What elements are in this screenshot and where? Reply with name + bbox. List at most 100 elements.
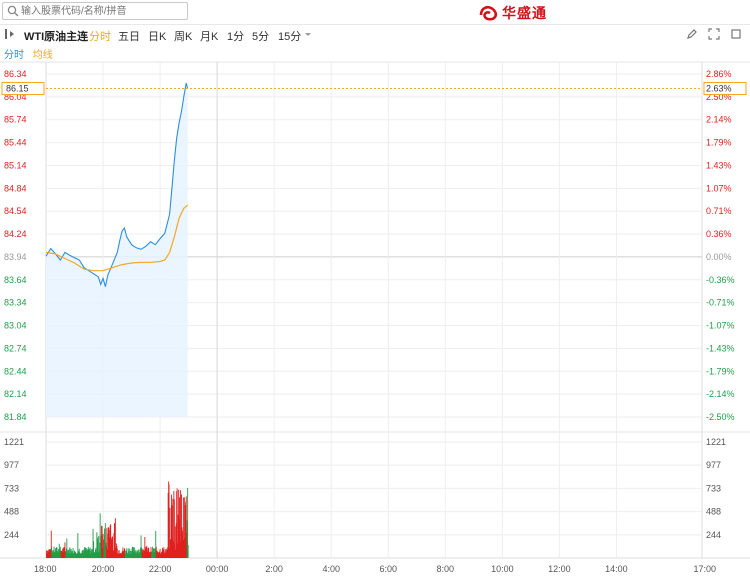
volume-bar bbox=[174, 543, 176, 558]
volume-bar bbox=[186, 520, 188, 558]
volume-bar bbox=[84, 550, 86, 558]
volume-bar bbox=[55, 548, 56, 558]
volume-bar bbox=[169, 507, 171, 558]
time-tick-label: 20:00 bbox=[92, 564, 115, 574]
volume-bar bbox=[134, 552, 136, 558]
draw-pencil-icon[interactable] bbox=[686, 28, 698, 40]
volume-bar bbox=[163, 552, 165, 558]
collapse-panel-icon[interactable] bbox=[4, 28, 16, 40]
volume-bar bbox=[182, 533, 184, 558]
volume-bar bbox=[129, 548, 131, 558]
tab-five-day[interactable]: 五日 bbox=[118, 31, 140, 43]
chevron-down-icon[interactable] bbox=[302, 28, 314, 40]
volume-bar bbox=[81, 554, 83, 558]
volume-bar bbox=[141, 549, 143, 558]
volume-bar bbox=[72, 554, 73, 558]
volume-bar bbox=[95, 551, 97, 558]
volume-bar bbox=[171, 494, 172, 558]
tab-month-k[interactable]: 月K bbox=[200, 31, 219, 43]
percent-tick-label: -1.43% bbox=[706, 343, 735, 353]
volume-bar bbox=[73, 553, 74, 558]
volume-bar bbox=[152, 546, 153, 558]
volume-tick-label-right: 488 bbox=[706, 507, 721, 517]
logo-text: 华盛通 bbox=[502, 6, 547, 22]
volume-bar bbox=[104, 523, 106, 558]
volume-bar bbox=[80, 552, 82, 558]
fullscreen-icon[interactable] bbox=[708, 28, 720, 40]
volume-bar bbox=[105, 542, 107, 558]
volume-bar bbox=[185, 501, 187, 558]
volume-bar bbox=[82, 550, 84, 558]
volume-bar bbox=[151, 551, 153, 558]
volume-bar bbox=[135, 551, 137, 558]
search-input[interactable] bbox=[21, 3, 181, 19]
current-price-label: 86.15 bbox=[6, 83, 29, 93]
percent-tick-label: 0.71% bbox=[706, 206, 732, 216]
volume-bar bbox=[86, 550, 88, 558]
volume-bar bbox=[100, 542, 102, 558]
volume-bar bbox=[173, 499, 175, 558]
tab-15min[interactable]: 15分 bbox=[278, 31, 302, 43]
tab-intraday[interactable]: 分时 bbox=[89, 31, 111, 43]
volume-bar bbox=[46, 553, 48, 558]
volume-bar bbox=[114, 523, 115, 558]
volume-bar bbox=[158, 553, 160, 558]
percent-tick-label: 1.43% bbox=[706, 160, 732, 170]
volume-bar bbox=[55, 551, 57, 558]
volume-bar bbox=[153, 548, 155, 558]
tab-week-k[interactable]: 周K bbox=[174, 31, 193, 43]
volume-bar bbox=[138, 549, 140, 558]
window-icon[interactable] bbox=[730, 28, 742, 40]
volume-bar bbox=[133, 551, 134, 558]
volume-bar bbox=[170, 545, 172, 558]
price-tick-label: 82.44 bbox=[4, 366, 27, 376]
volume-bar bbox=[58, 543, 60, 558]
volume-bar bbox=[61, 550, 63, 558]
volume-bar bbox=[137, 554, 139, 558]
volume-bar bbox=[159, 551, 160, 558]
volume-bar bbox=[172, 541, 174, 558]
volume-bar bbox=[53, 552, 54, 558]
percent-tick-label: -1.79% bbox=[706, 366, 735, 376]
price-line bbox=[45, 82, 189, 287]
percent-tick-label: 0.36% bbox=[706, 229, 732, 239]
volume-bar bbox=[47, 553, 49, 558]
volume-bar bbox=[79, 552, 81, 558]
time-tick-label: 14:00 bbox=[605, 564, 628, 574]
volume-bar bbox=[146, 551, 148, 558]
volume-bar bbox=[57, 551, 59, 558]
volume-bar bbox=[149, 551, 151, 558]
volume-bar bbox=[60, 550, 62, 558]
price-tick-label: 82.14 bbox=[4, 389, 27, 399]
legend-price: 分时 bbox=[4, 50, 24, 61]
volume-bar bbox=[140, 547, 141, 558]
volume-bar bbox=[111, 537, 113, 558]
volume-tick-label-right: 244 bbox=[706, 530, 721, 540]
volume-bar bbox=[157, 551, 159, 558]
price-tick-label: 84.84 bbox=[4, 183, 27, 193]
tab-5min[interactable]: 5分 bbox=[252, 31, 270, 43]
volume-bar bbox=[119, 553, 121, 558]
percent-tick-label: -1.07% bbox=[706, 321, 735, 331]
volume-bar bbox=[182, 497, 184, 558]
volume-bar bbox=[70, 548, 72, 558]
percent-tick-label: 2.50% bbox=[706, 92, 732, 102]
tab-day-k[interactable]: 日K bbox=[148, 31, 167, 43]
current-percent-label: 2.63% bbox=[706, 83, 732, 93]
volume-bar bbox=[152, 552, 154, 558]
price-tick-label: 86.34 bbox=[4, 69, 27, 79]
volume-bar bbox=[174, 526, 176, 558]
volume-bar bbox=[133, 547, 135, 558]
price-tick-label: 83.34 bbox=[4, 298, 27, 308]
volume-bar bbox=[179, 497, 180, 558]
volume-bar bbox=[56, 552, 58, 558]
volume-bar bbox=[107, 549, 109, 558]
volume-bar bbox=[120, 553, 122, 558]
percent-tick-label: -0.36% bbox=[706, 275, 735, 285]
tab-1min[interactable]: 1分 bbox=[227, 31, 245, 43]
search-box[interactable] bbox=[2, 2, 188, 20]
volume-bar bbox=[162, 547, 163, 558]
volume-bar bbox=[115, 547, 117, 558]
time-tick-label: 17:00 bbox=[693, 564, 716, 574]
volume-bar bbox=[67, 553, 69, 558]
